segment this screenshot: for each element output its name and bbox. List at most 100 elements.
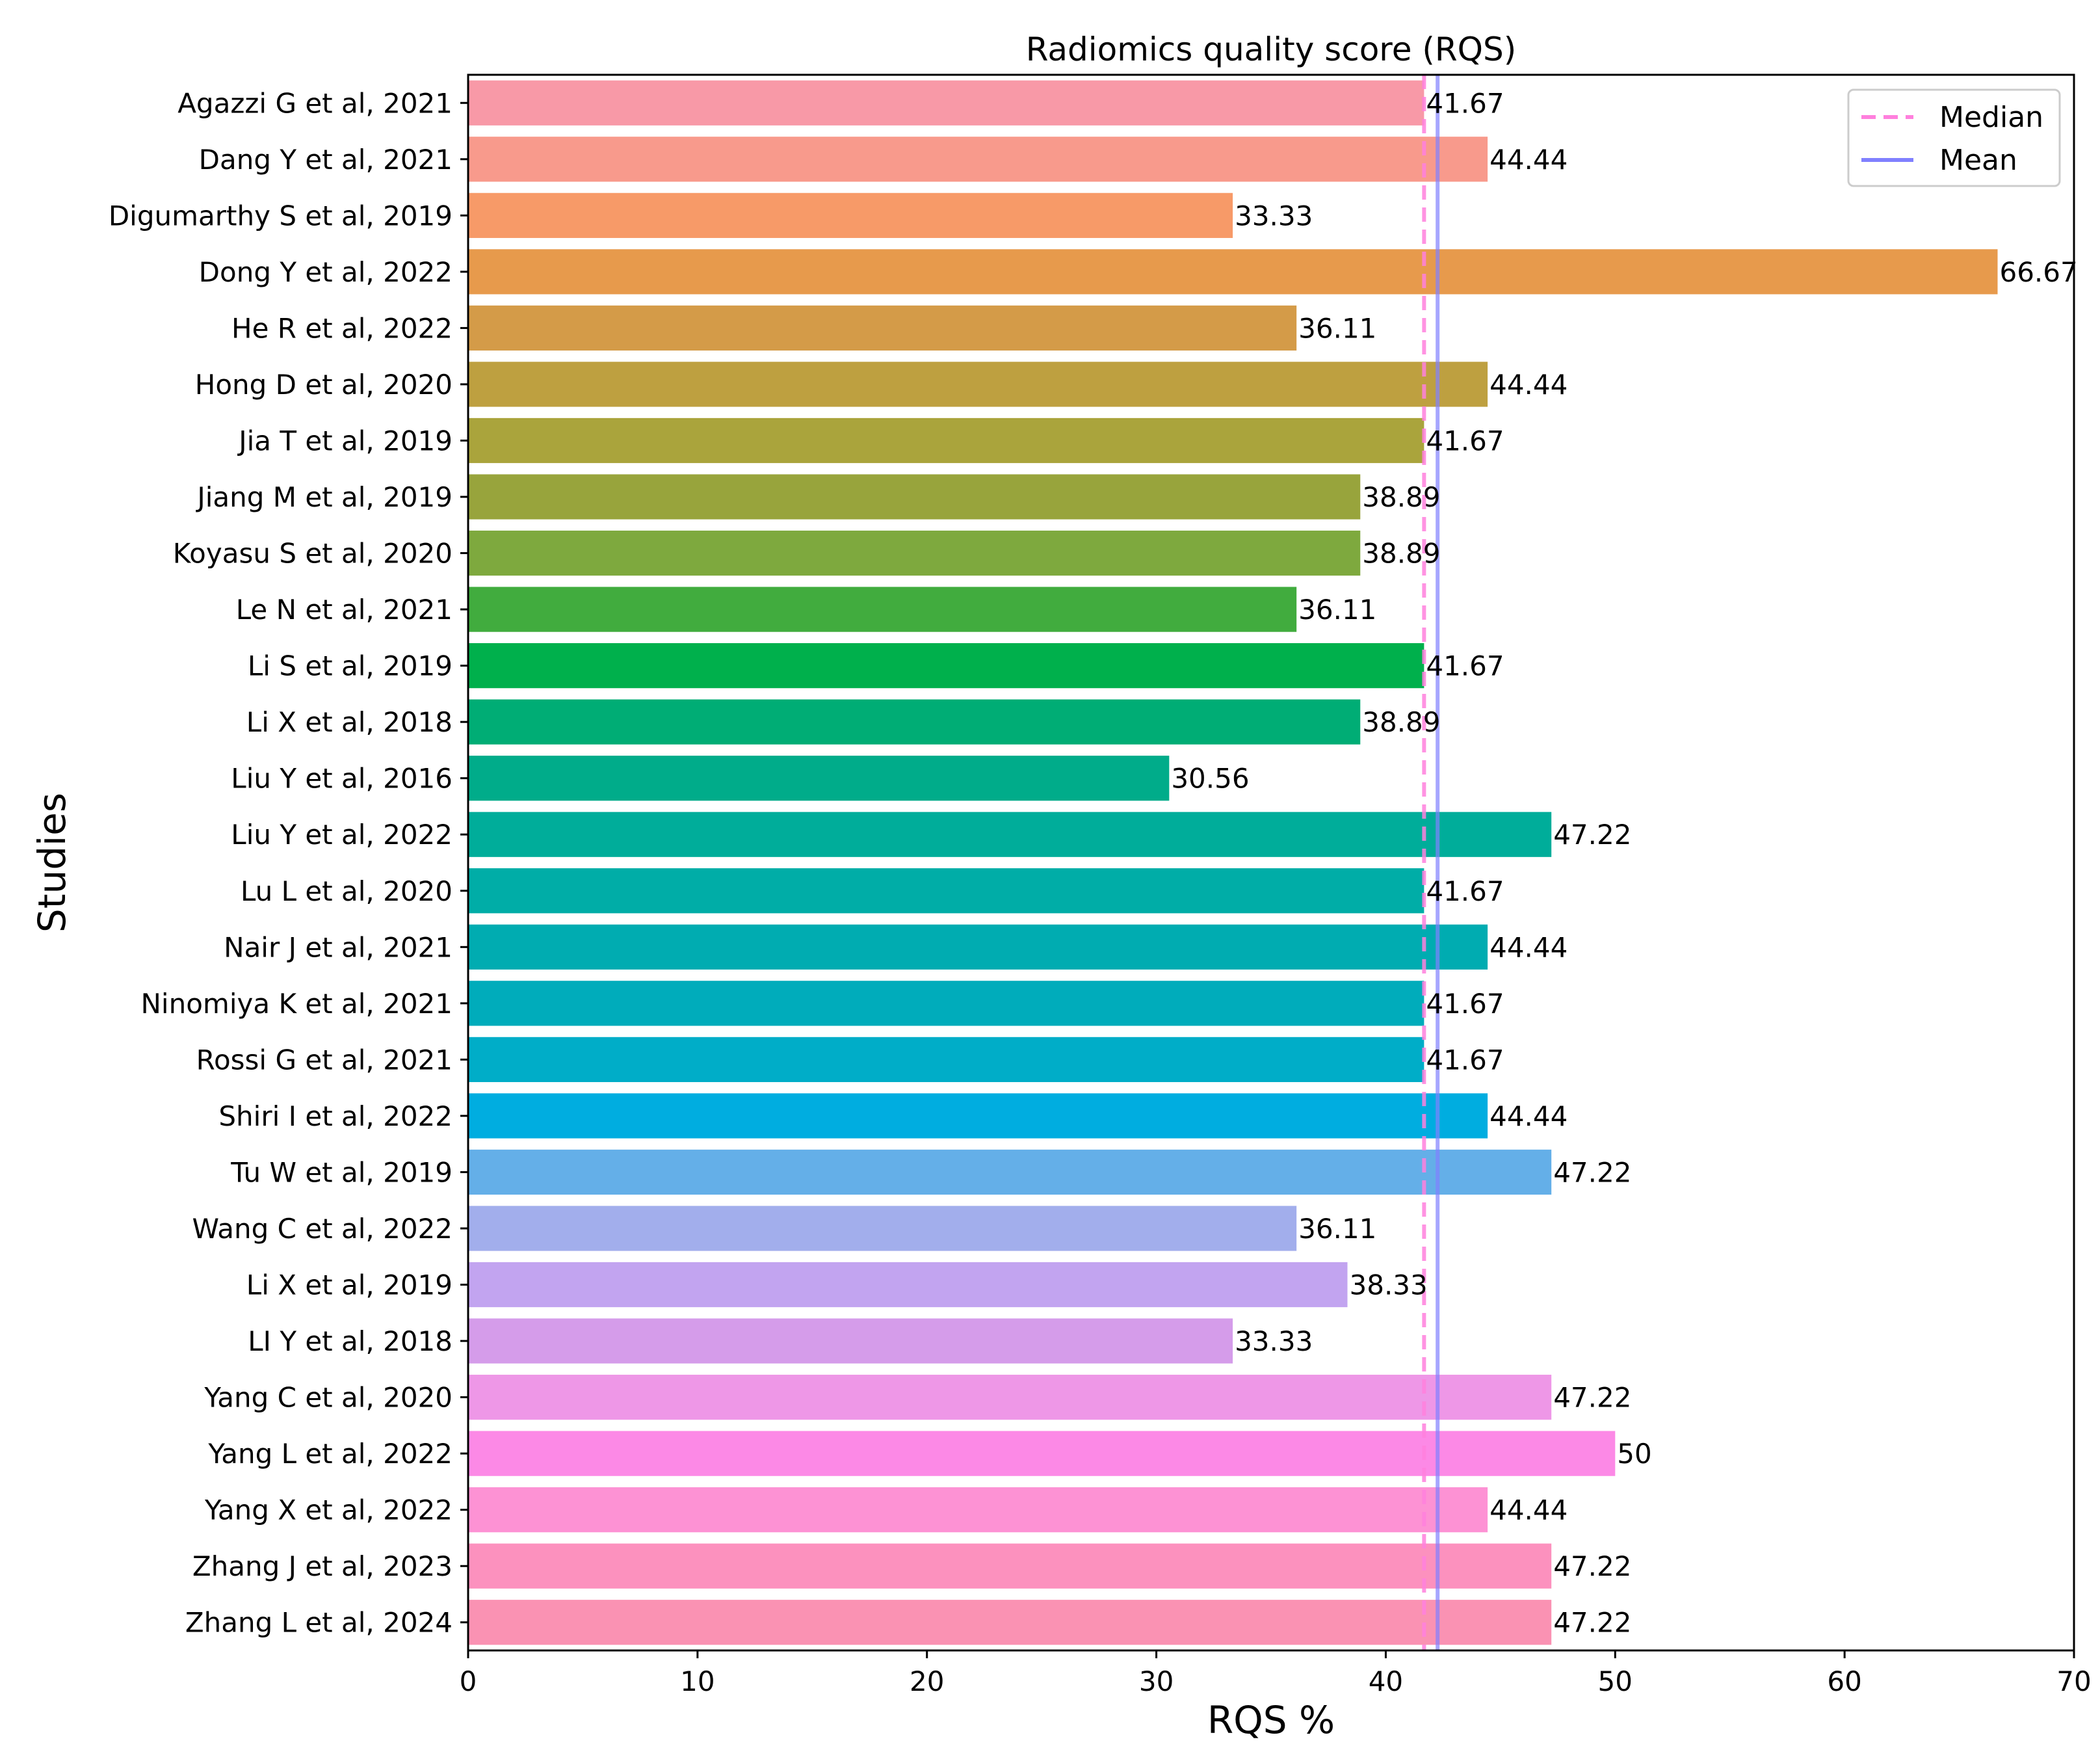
bar-value-label: 38.89 bbox=[1362, 706, 1440, 738]
bar-value-label: 50 bbox=[1617, 1438, 1651, 1470]
bar bbox=[468, 1431, 1616, 1476]
chart-title: Radiomics quality score (RQS) bbox=[1026, 31, 1517, 68]
y-tick-label: Koyasu S et al, 2020 bbox=[173, 538, 453, 570]
bar bbox=[468, 530, 1361, 576]
y-tick-label: Lu L et al, 2020 bbox=[241, 875, 453, 907]
y-tick-label: Dong Y et al, 2022 bbox=[199, 256, 453, 288]
bar-value-label: 41.67 bbox=[1426, 650, 1504, 682]
y-tick-label: Le N et al, 2021 bbox=[236, 594, 453, 626]
bar-value-label: 33.33 bbox=[1235, 200, 1313, 232]
x-tick-label: 10 bbox=[680, 1665, 715, 1697]
bar bbox=[468, 1600, 1552, 1645]
y-tick-label: Rossi G et al, 2021 bbox=[196, 1044, 453, 1076]
bar-value-label: 41.67 bbox=[1426, 425, 1504, 457]
y-tick-label: Hong D et al, 2020 bbox=[195, 369, 453, 401]
y-tick-label: Jiang M et al, 2019 bbox=[195, 481, 453, 513]
y-tick-label: Shiri I et al, 2022 bbox=[218, 1100, 453, 1132]
y-tick-label: Li X et al, 2019 bbox=[246, 1269, 453, 1301]
bar bbox=[468, 587, 1297, 632]
bar bbox=[468, 699, 1361, 745]
y-axis: Agazzi G et al, 2021 Dang Y et al, 2021 Di… bbox=[109, 87, 468, 1639]
y-tick-label: Li S et al, 2019 bbox=[248, 650, 453, 682]
bar-value-label: 41.67 bbox=[1426, 1044, 1504, 1076]
bar-value-label: 36.11 bbox=[1298, 312, 1376, 344]
bar-value-label: 38.33 bbox=[1350, 1269, 1428, 1301]
bar bbox=[468, 1093, 1488, 1139]
bar-value-label: 41.67 bbox=[1426, 875, 1504, 907]
x-tick-label: 20 bbox=[910, 1665, 944, 1697]
y-tick-label: Dang Y et al, 2021 bbox=[199, 144, 453, 176]
y-tick-label: LI Y et al, 2018 bbox=[248, 1325, 453, 1357]
bar-value-label: 47.22 bbox=[1553, 1607, 1631, 1639]
y-tick-label: Tu W et al, 2019 bbox=[230, 1156, 453, 1188]
bar bbox=[468, 981, 1424, 1026]
bar bbox=[468, 643, 1424, 689]
x-tick-label: 0 bbox=[460, 1665, 477, 1697]
y-tick-label: Yang L et al, 2022 bbox=[207, 1438, 453, 1470]
y-tick-label: Ninomiya K et al, 2021 bbox=[141, 988, 453, 1020]
bar-value-label: 47.22 bbox=[1553, 1382, 1631, 1414]
bar bbox=[468, 1543, 1552, 1589]
y-tick-label: Yang X et al, 2022 bbox=[204, 1494, 453, 1526]
bar-value-label: 41.67 bbox=[1426, 87, 1504, 119]
y-tick-label: Zhang J et al, 2023 bbox=[192, 1550, 453, 1582]
bar bbox=[468, 137, 1488, 182]
bar bbox=[468, 812, 1552, 857]
y-axis-label: Studies bbox=[30, 793, 74, 933]
y-tick-label: He R et al, 2022 bbox=[231, 312, 453, 344]
bar-value-label: 38.89 bbox=[1362, 538, 1440, 570]
y-tick-label: Wang C et al, 2022 bbox=[192, 1213, 453, 1245]
bar-value-label: 36.11 bbox=[1298, 1213, 1376, 1245]
bar-value-label: 44.44 bbox=[1490, 1100, 1568, 1132]
x-tick-label: 40 bbox=[1369, 1665, 1403, 1697]
bar bbox=[468, 1206, 1297, 1251]
bar-value-label: 33.33 bbox=[1235, 1325, 1313, 1357]
bar-value-label: 44.44 bbox=[1490, 144, 1568, 176]
x-axis: 0 10 20 30 40 50 60 70 bbox=[460, 1650, 2092, 1697]
bar bbox=[468, 1318, 1233, 1364]
bar bbox=[468, 756, 1170, 801]
bar-value-label: 47.22 bbox=[1553, 1156, 1631, 1188]
x-tick-label: 30 bbox=[1139, 1665, 1174, 1697]
bar bbox=[468, 362, 1488, 407]
bar bbox=[468, 1374, 1552, 1420]
bar-value-label: 36.11 bbox=[1298, 594, 1376, 626]
bars-layer bbox=[468, 80, 1998, 1645]
bar bbox=[468, 1149, 1552, 1195]
bar bbox=[468, 305, 1297, 351]
bar-value-label: 44.44 bbox=[1490, 1494, 1568, 1526]
x-tick-label: 60 bbox=[1827, 1665, 1861, 1697]
bar-value-label: 44.44 bbox=[1490, 931, 1568, 963]
bar bbox=[468, 924, 1488, 970]
y-tick-label: Liu Y et al, 2016 bbox=[231, 763, 453, 795]
value-labels-layer: 41.67 44.44 33.33 66.67 36.11 44.44 41.67 38.89… bbox=[1171, 87, 2077, 1638]
y-tick-label: Liu Y et al, 2022 bbox=[231, 819, 453, 851]
legend-label: Mean bbox=[1939, 144, 2017, 177]
x-axis-label: RQS % bbox=[1207, 1698, 1335, 1742]
bar-value-label: 47.22 bbox=[1553, 1550, 1631, 1582]
bar bbox=[468, 1037, 1424, 1082]
bar-value-label: 47.22 bbox=[1553, 819, 1631, 851]
plot-frame bbox=[467, 73, 2075, 1652]
y-tick-label: Agazzi G et al, 2021 bbox=[177, 87, 453, 119]
bar bbox=[468, 474, 1361, 520]
y-tick-label: Digumarthy S et al, 2019 bbox=[109, 200, 453, 232]
legend: Median Mean bbox=[1847, 88, 2061, 187]
y-tick-label: Jia T et al, 2019 bbox=[237, 425, 453, 457]
y-tick-label: Zhang L et al, 2024 bbox=[185, 1607, 453, 1639]
bar-value-label: 66.67 bbox=[1999, 256, 2077, 288]
y-tick-label: Yang C et al, 2020 bbox=[203, 1382, 453, 1414]
legend-label: Median bbox=[1939, 101, 2043, 134]
bar bbox=[468, 1487, 1488, 1533]
y-tick-label: Li X et al, 2018 bbox=[246, 706, 453, 738]
bar bbox=[468, 192, 1233, 238]
y-tick-label: Nair J et al, 2021 bbox=[224, 931, 453, 963]
x-tick-label: 70 bbox=[2056, 1665, 2091, 1697]
bar bbox=[468, 868, 1424, 914]
bar-value-label: 44.44 bbox=[1490, 369, 1568, 401]
bar bbox=[468, 1262, 1348, 1308]
bar bbox=[468, 417, 1424, 464]
bar-value-label: 30.56 bbox=[1171, 763, 1249, 795]
